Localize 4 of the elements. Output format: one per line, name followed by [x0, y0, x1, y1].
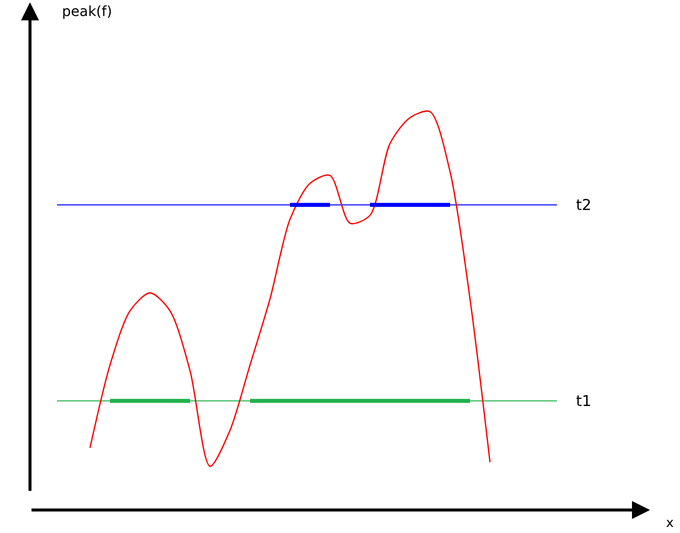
ref-line-label: t1: [576, 392, 592, 410]
text: peak(f): [62, 4, 112, 20]
text: x: [666, 516, 674, 531]
ref-line-label: t2: [576, 196, 592, 214]
